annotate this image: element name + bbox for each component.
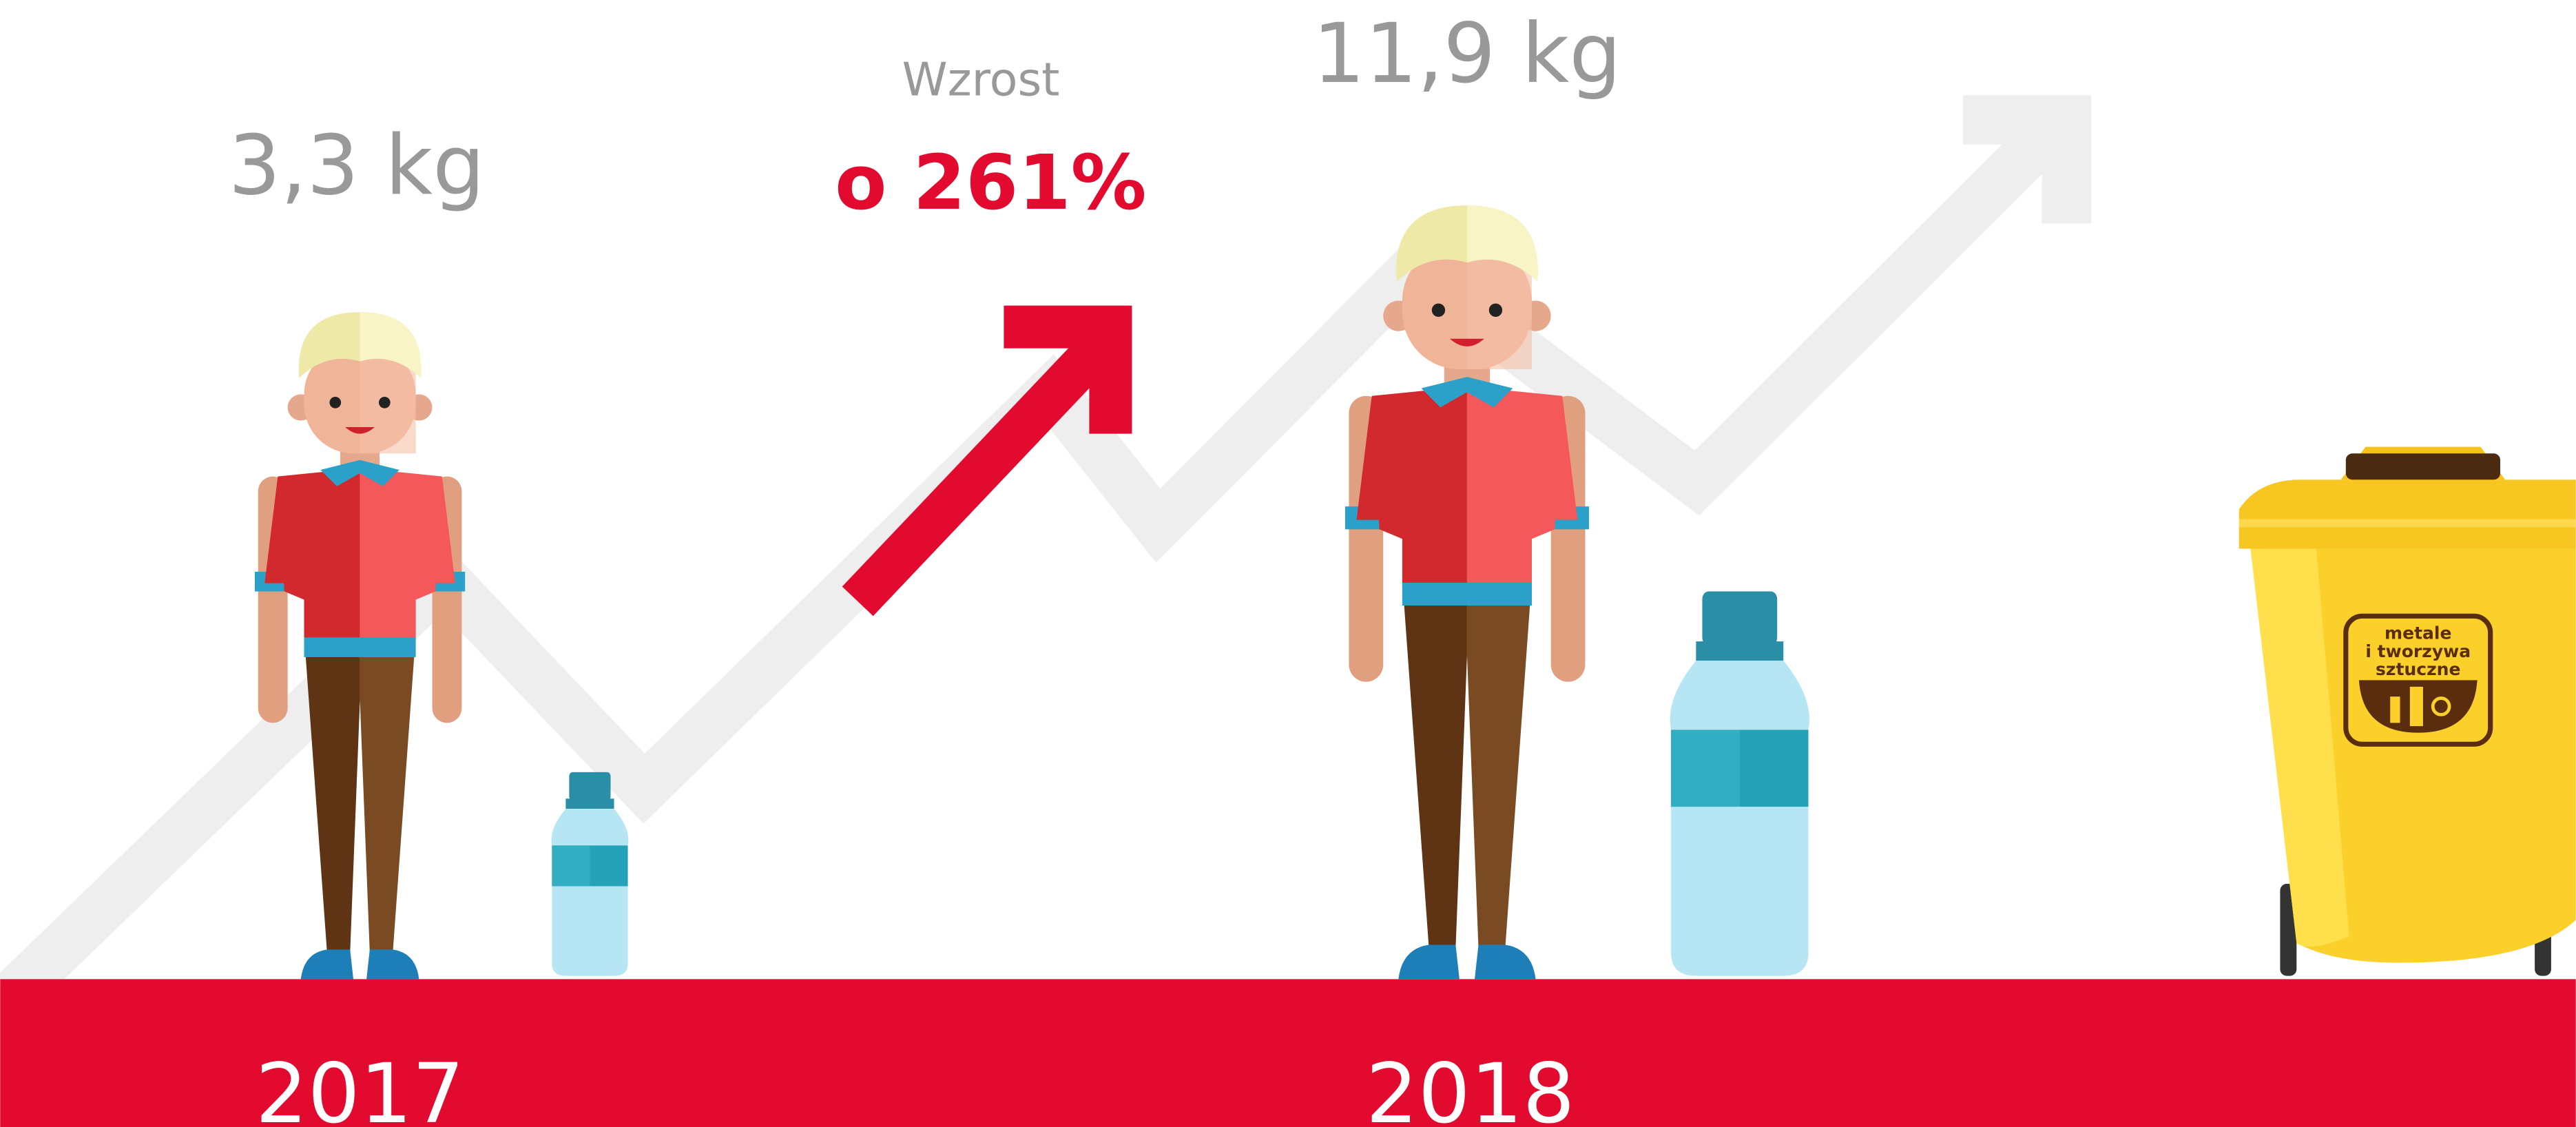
- change-value: o 261%: [835, 138, 1146, 227]
- bottle-large: [1670, 592, 1809, 976]
- bin-label-line: sztuczne: [2376, 659, 2460, 679]
- year-2018: 2018: [1366, 1046, 1575, 1127]
- bin-label-line: metale: [2385, 623, 2451, 643]
- recycling-bin: metale i tworzywa sztuczne: [2239, 447, 2576, 976]
- page: 3,3 kg 11,9 kg Wzrost o 261% metale i tw…: [0, 0, 2576, 1127]
- person-2017: [255, 312, 465, 979]
- year-2017: 2017: [256, 1046, 464, 1127]
- amount-2017: 3,3 kg: [229, 118, 485, 214]
- infographic: 3,3 kg 11,9 kg Wzrost o 261% metale i tw…: [0, 0, 2576, 1127]
- bottle-small: [552, 772, 629, 976]
- amount-2018: 11,9 kg: [1313, 6, 1621, 102]
- change-label: Wzrost: [902, 52, 1060, 106]
- bin-label-line: i tworzywa: [2365, 641, 2471, 661]
- growth-arrow: [858, 342, 1104, 601]
